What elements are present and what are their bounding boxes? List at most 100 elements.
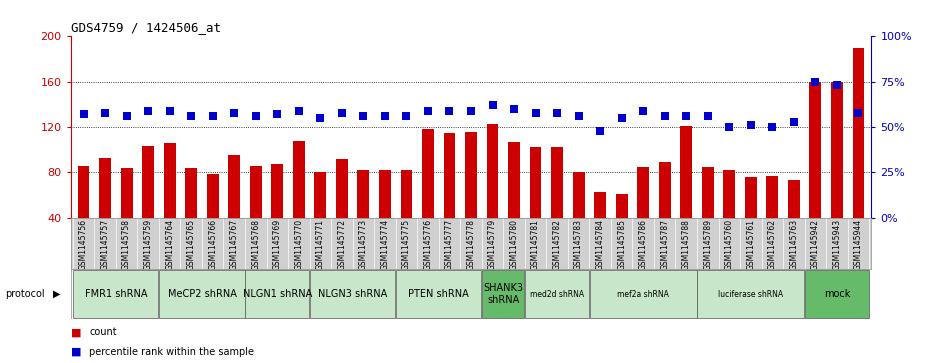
Bar — [379, 170, 391, 218]
Point — [829, 82, 844, 88]
Text: GSM1145777: GSM1145777 — [445, 219, 454, 270]
Text: protocol: protocol — [5, 289, 44, 299]
Point — [722, 124, 737, 130]
Text: GSM1145773: GSM1145773 — [359, 219, 368, 270]
Point — [593, 128, 608, 134]
Text: GSM1145763: GSM1145763 — [789, 219, 799, 270]
Bar — [702, 167, 714, 218]
Bar — [508, 142, 520, 218]
Text: GSM1145756: GSM1145756 — [79, 219, 88, 270]
Text: GSM1145789: GSM1145789 — [704, 219, 712, 270]
Bar — [164, 143, 175, 218]
Bar — [465, 131, 477, 218]
Point — [765, 124, 780, 130]
Bar — [315, 172, 326, 218]
Point — [507, 106, 522, 112]
Text: GSM1145787: GSM1145787 — [660, 219, 669, 270]
Point — [678, 113, 693, 119]
Bar — [293, 140, 304, 218]
Point — [184, 113, 199, 119]
Text: PTEN shRNA: PTEN shRNA — [408, 289, 469, 299]
Bar — [551, 147, 563, 218]
Bar — [246, 270, 309, 318]
Point — [420, 108, 435, 114]
Point — [808, 79, 823, 85]
Text: count: count — [89, 327, 117, 337]
Point — [571, 113, 586, 119]
Text: GSM1145783: GSM1145783 — [574, 219, 583, 270]
Text: GSM1145768: GSM1145768 — [252, 219, 260, 270]
Text: mef2a shRNA: mef2a shRNA — [617, 290, 669, 298]
Bar — [745, 177, 756, 218]
Text: GSM1145784: GSM1145784 — [595, 219, 605, 270]
Bar — [310, 270, 396, 318]
Bar — [529, 147, 542, 218]
Text: GSM1145786: GSM1145786 — [639, 219, 648, 270]
Point — [162, 108, 177, 114]
Bar — [422, 129, 434, 218]
Text: mock: mock — [823, 289, 850, 299]
Bar — [853, 48, 865, 218]
Bar — [186, 168, 197, 218]
Point — [140, 108, 155, 114]
Bar — [573, 172, 585, 218]
Text: GSM1145771: GSM1145771 — [316, 219, 325, 270]
Point — [291, 108, 306, 114]
Text: GSM1145776: GSM1145776 — [424, 219, 432, 270]
Bar — [99, 158, 111, 218]
Text: NLGN3 shRNA: NLGN3 shRNA — [318, 289, 387, 299]
Bar — [594, 192, 606, 218]
Text: GSM1145761: GSM1145761 — [746, 219, 755, 270]
Point — [851, 110, 866, 115]
Bar — [357, 170, 369, 218]
Bar — [271, 164, 284, 218]
Point — [658, 113, 673, 119]
Text: GSM1145775: GSM1145775 — [402, 219, 411, 270]
Bar — [142, 146, 154, 218]
Point — [614, 115, 629, 121]
Text: ■: ■ — [71, 327, 81, 337]
Point — [549, 110, 564, 115]
Text: med2d shRNA: med2d shRNA — [530, 290, 584, 298]
Text: percentile rank within the sample: percentile rank within the sample — [89, 347, 254, 357]
Bar — [697, 270, 804, 318]
Point — [313, 115, 328, 121]
Point — [334, 110, 349, 115]
Bar — [207, 174, 219, 218]
Text: GSM1145774: GSM1145774 — [381, 219, 389, 270]
Text: ▶: ▶ — [53, 289, 60, 299]
Bar — [805, 270, 869, 318]
Point — [119, 113, 134, 119]
Bar — [767, 176, 778, 218]
Point — [442, 108, 457, 114]
Bar — [73, 270, 158, 318]
Text: ■: ■ — [71, 347, 81, 357]
Bar — [336, 159, 348, 218]
Point — [485, 102, 500, 108]
Text: MeCP2 shRNA: MeCP2 shRNA — [168, 289, 236, 299]
Bar — [121, 168, 133, 218]
Bar — [680, 126, 692, 218]
Bar — [228, 155, 240, 218]
Point — [528, 110, 544, 115]
Text: GSM1145759: GSM1145759 — [143, 219, 153, 270]
Bar — [788, 180, 800, 218]
Point — [227, 110, 242, 115]
Bar — [809, 82, 821, 218]
Point — [787, 119, 802, 125]
Point — [463, 108, 479, 114]
Text: GSM1145762: GSM1145762 — [768, 219, 777, 270]
Bar — [616, 194, 627, 218]
Text: GSM1145770: GSM1145770 — [294, 219, 303, 270]
Point — [249, 113, 264, 119]
Text: GSM1145767: GSM1145767 — [230, 219, 238, 270]
Text: GSM1145772: GSM1145772 — [337, 219, 347, 270]
Text: GSM1145785: GSM1145785 — [617, 219, 626, 270]
Bar — [658, 162, 671, 218]
Bar — [396, 270, 481, 318]
Bar — [487, 124, 498, 218]
Text: SHANK3
shRNA: SHANK3 shRNA — [483, 283, 524, 305]
Text: luciferase shRNA: luciferase shRNA — [718, 290, 784, 298]
Text: GSM1145765: GSM1145765 — [187, 219, 196, 270]
Text: GSM1145757: GSM1145757 — [101, 219, 109, 270]
